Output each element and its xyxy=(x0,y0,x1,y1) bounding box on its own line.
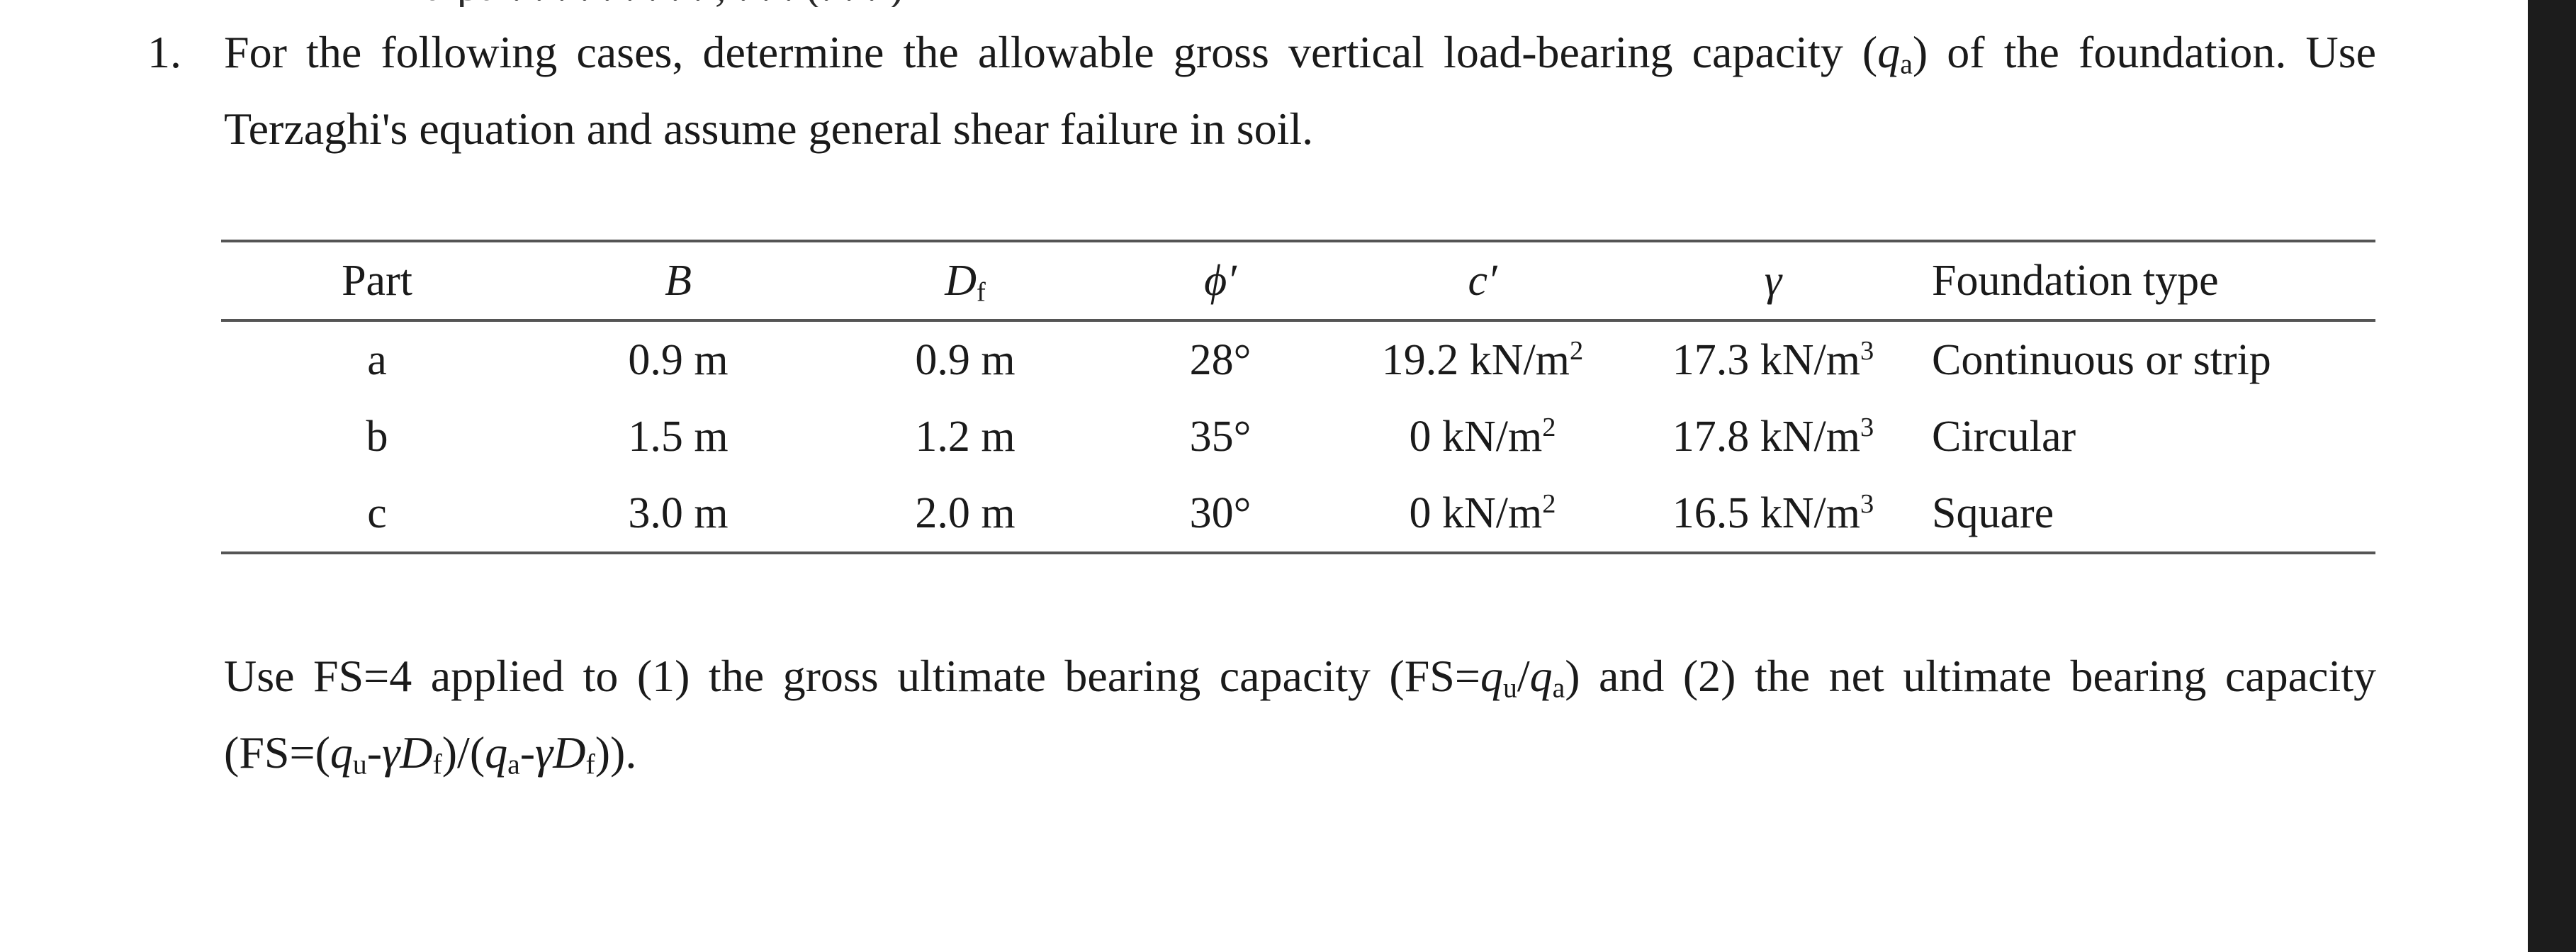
factor-of-safety-note: Use FS=4 applied to (1) the gross ultima… xyxy=(224,638,2376,791)
cell-phi: 28° xyxy=(1189,335,1252,384)
qa-symbol: q xyxy=(1529,651,1553,701)
cut-off-text: a pa . . . . . . . . . , . . . (. . . ) xyxy=(425,0,904,7)
cell-part: a xyxy=(367,335,387,384)
cell-phi: 35° xyxy=(1189,412,1252,461)
cell-b: 3.0 m xyxy=(533,475,823,554)
cell-unit-weight-value: 17.3 kN/m xyxy=(1672,335,1860,384)
header-unit-weight: γ xyxy=(1631,240,1915,322)
l2-qa-symbol: q xyxy=(485,727,508,778)
fs-l2-minus-2: - xyxy=(519,727,536,778)
fs-line-1-end: ) and (2) the net ultimate bearing capac… xyxy=(1565,651,2377,701)
foundation-cases-table: Part B Df ϕ′ c′ γ Foundation type a 0.9 … xyxy=(221,240,2375,554)
fs-l2-open: (FS=( xyxy=(224,727,330,778)
l2-gamma-df-1: γD xyxy=(382,727,433,778)
question-line-1-start: For the following cases, determine the a… xyxy=(224,27,1878,77)
question-line-2: Terzaghi's equation and assume general s… xyxy=(224,103,1314,154)
header-cohesion-symbol: c′ xyxy=(1468,256,1497,305)
header-df: Df xyxy=(823,240,1107,322)
cell-df: 2.0 m xyxy=(823,475,1107,554)
fs-l2-minus-1: - xyxy=(366,727,383,778)
l2-qa-subscript: a xyxy=(507,749,520,780)
header-df-symbol: D xyxy=(945,256,977,305)
header-phi-symbol: ϕ′ xyxy=(1204,256,1237,305)
cell-unit-weight-exponent: 3 xyxy=(1860,412,1874,442)
table-header-row: Part B Df ϕ′ c′ γ Foundation type xyxy=(221,240,2375,322)
qu-subscript: u xyxy=(1502,672,1517,704)
qa-symbol: q xyxy=(1877,27,1901,77)
cell-cohesion-exponent: 2 xyxy=(1542,412,1556,442)
l2-df-subscript-2: f xyxy=(585,749,595,780)
vertical-scrollbar[interactable] xyxy=(2528,0,2576,952)
fs-l2-close: )). xyxy=(595,727,637,778)
table-row: c 3.0 m 2.0 m 30° 0 kN/m2 16.5 kN/m3 Squ… xyxy=(221,475,2375,554)
cell-unit-weight-value: 16.5 kN/m xyxy=(1672,488,1860,537)
cut-off-previous-line: a pa . . . . . . . . . , . . . (. . . ) xyxy=(0,0,2523,7)
cell-cohesion-value: 0 kN/m xyxy=(1409,488,1543,537)
cell-cohesion-value: 19.2 kN/m xyxy=(1381,335,1570,384)
header-phi: ϕ′ xyxy=(1107,240,1334,322)
header-gamma-symbol: γ xyxy=(1764,256,1782,305)
cell-phi: 30° xyxy=(1107,475,1334,554)
cell-b: 0.9 m xyxy=(628,335,729,384)
cell-part: c xyxy=(221,475,533,554)
cell-foundation-type: Square xyxy=(1915,475,2375,554)
question-line-1: For the following cases, determine the a… xyxy=(224,14,2376,91)
fs-slash: / xyxy=(1517,651,1530,701)
cell-cohesion: 0 kN/m2 xyxy=(1334,475,1631,554)
cell-cohesion: 19.2 kN/m2 xyxy=(1334,320,1631,398)
fs-note-line-1: Use FS=4 applied to (1) the gross ultima… xyxy=(224,638,2376,715)
table-row: a 0.9 m 0.9 m 28° 19.2 kN/m2 17.3 kN/m3 … xyxy=(221,320,2375,398)
cell-df: 0.9 m xyxy=(915,335,1016,384)
header-df-subscript: f xyxy=(976,276,986,307)
cell-unit-weight: 17.3 kN/m3 xyxy=(1631,320,1915,398)
cell-foundation-type: Continuous or strip xyxy=(1932,335,2271,384)
l2-gamma-df-2: γD xyxy=(535,727,586,778)
qa-subscript: a xyxy=(1900,48,1913,80)
l2-df-subscript-1: f xyxy=(432,749,442,780)
cell-unit-weight-value: 17.8 kN/m xyxy=(1672,412,1860,461)
cell-df: 1.2 m xyxy=(915,412,1016,461)
foundation-cases-table-wrap: Part B Df ϕ′ c′ γ Foundation type a 0.9 … xyxy=(221,240,2375,554)
question-line-1-end: ) of the foundation. Use xyxy=(1912,27,2377,77)
header-b-symbol: B xyxy=(665,256,692,305)
fs-l2-mid: )/( xyxy=(441,727,485,778)
header-foundation-type: Foundation type xyxy=(1915,240,2375,322)
cell-cohesion-value: 0 kN/m xyxy=(1409,412,1543,461)
fs-note-line-2: (FS=(qu-γDf)/(qa-γDf)). xyxy=(224,715,2376,791)
cell-b: 1.5 m xyxy=(628,412,729,461)
l2-qu-symbol: q xyxy=(330,727,353,778)
cell-cohesion-exponent: 2 xyxy=(1542,488,1556,519)
cell-unit-weight: 16.5 kN/m3 xyxy=(1631,475,1915,554)
question-text: For the following cases, determine the a… xyxy=(224,27,2376,167)
qa-subscript: a xyxy=(1552,672,1565,704)
document-page: a pa . . . . . . . . . , . . . (. . . ) … xyxy=(0,0,2523,791)
cell-foundation-type: Circular xyxy=(1932,412,2076,461)
header-cohesion: c′ xyxy=(1334,240,1631,322)
cell-cohesion-exponent: 2 xyxy=(1570,335,1584,366)
header-b: B xyxy=(533,240,823,322)
cell-unit-weight: 17.8 kN/m3 xyxy=(1631,398,1915,475)
cell-cohesion: 0 kN/m2 xyxy=(1334,398,1631,475)
cell-unit-weight-exponent: 3 xyxy=(1860,488,1874,519)
table-row: b 1.5 m 1.2 m 35° 0 kN/m2 17.8 kN/m3 Cir… xyxy=(221,398,2375,475)
fs-line-1-start: Use FS=4 applied to (1) the gross ultima… xyxy=(224,651,1480,701)
l2-qu-subscript: u xyxy=(352,749,367,780)
question-number: 1. xyxy=(147,27,181,77)
cell-part: b xyxy=(366,412,388,461)
header-part: Part xyxy=(221,240,533,322)
cell-unit-weight-exponent: 3 xyxy=(1860,335,1874,366)
qu-symbol: q xyxy=(1480,651,1503,701)
